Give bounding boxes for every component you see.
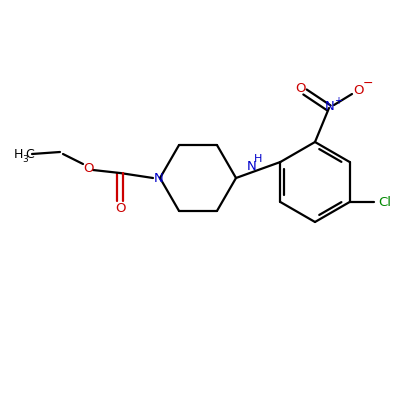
Text: C: C (26, 148, 34, 160)
Text: H: H (254, 154, 262, 164)
Text: +: + (334, 96, 342, 106)
Text: O: O (115, 202, 125, 216)
Text: N: N (246, 160, 256, 172)
Text: N: N (325, 100, 335, 114)
Text: N: N (154, 172, 164, 184)
Text: 3: 3 (22, 154, 28, 164)
Text: H: H (13, 148, 23, 160)
Text: O: O (296, 82, 306, 96)
Text: Cl: Cl (378, 196, 391, 208)
Text: O: O (83, 162, 93, 174)
Text: O: O (354, 84, 364, 96)
Text: −: − (363, 76, 373, 90)
